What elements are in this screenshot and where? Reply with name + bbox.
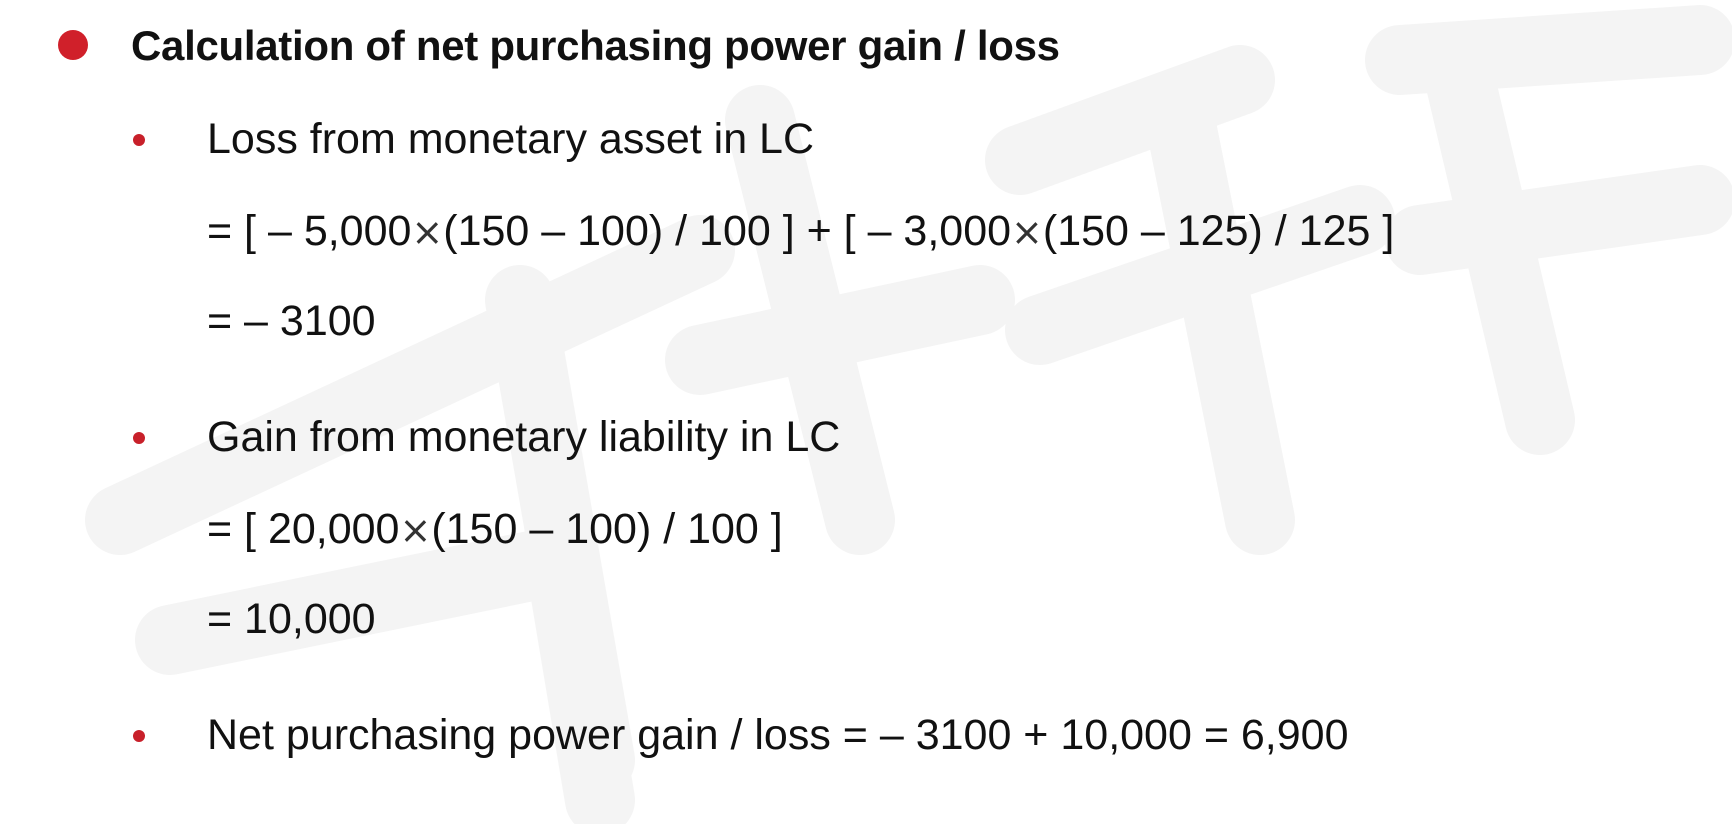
item-label: Gain from monetary liability in LC xyxy=(207,413,841,461)
formula-part: (150 – 100) / 100 ] + [ – 3,000 xyxy=(443,207,1012,255)
result-line: = – 3100 xyxy=(207,297,376,345)
item-label: Loss from monetary asset in LC xyxy=(207,115,815,163)
formula-part: = [ 20,000 xyxy=(207,505,400,553)
formula-part: (150 – 125) / 125 ] xyxy=(1042,207,1395,255)
formula-part: (150 – 100) / 100 ] xyxy=(431,505,783,553)
bullet-icon xyxy=(133,134,145,146)
times-symbol: × xyxy=(411,210,444,254)
slide-heading: Calculation of net purchasing power gain… xyxy=(131,22,1060,69)
bullet-icon xyxy=(133,730,145,742)
times-symbol: × xyxy=(399,508,432,552)
formula-line: = [ – 5,000×(150 – 100) / 100 ] + [ – 3,… xyxy=(207,210,1394,253)
item-label: Net purchasing power gain / loss = – 310… xyxy=(207,711,1349,759)
times-symbol: × xyxy=(1011,210,1043,254)
formula-part: = [ – 5,000 xyxy=(207,207,412,255)
heading-bullet-icon xyxy=(58,30,88,60)
result-line: = 10,000 xyxy=(207,595,376,643)
bullet-icon xyxy=(133,432,145,444)
formula-line: = [ 20,000×(150 – 100) / 100 ] xyxy=(207,508,783,551)
